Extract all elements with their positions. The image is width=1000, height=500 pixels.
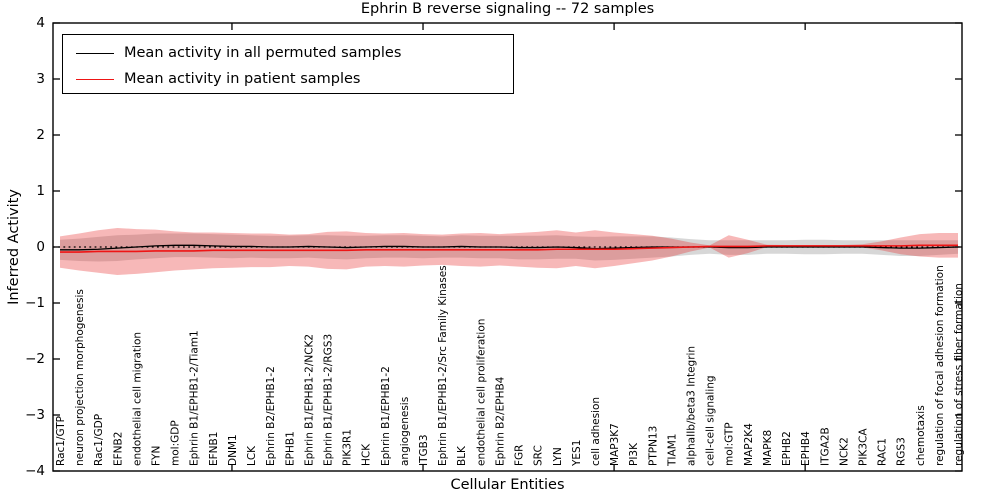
x-tick-label: MAP2K4: [743, 423, 755, 466]
y-tick-label: −2: [25, 351, 45, 367]
x-tick-label: regulation of stress fiber formation: [953, 283, 965, 466]
x-tick-label: EPHB2: [781, 431, 793, 466]
permuted-mean-line: [60, 244, 959, 251]
x-tick-label: Ephrin B1/EPHB1-2/Tiam1: [189, 330, 201, 466]
patient-mean-line: [60, 244, 958, 253]
x-tick-label: BLK: [456, 445, 468, 466]
x-tick-label: Ephrin B1/EPHB1-2/NCK2: [303, 334, 315, 466]
x-tick-label: HCK: [361, 443, 373, 466]
permuted-line-swatch: [76, 52, 114, 54]
x-tick-label: Rac1/GTP: [55, 416, 67, 466]
y-tick-label: 2: [36, 127, 45, 143]
x-tick-label: EFNB1: [208, 432, 220, 466]
patient-line-swatch: [76, 78, 114, 80]
x-tick-label: FYN: [151, 446, 163, 466]
x-tick-label: SRC: [533, 445, 545, 466]
x-tick-label: LYN: [552, 447, 564, 466]
x-tick-label: YES1: [571, 440, 583, 467]
x-tick-label: Ephrin B1/EPHB1-2/Src Family Kinases: [437, 265, 449, 466]
x-tick-label: mol:GTP: [724, 422, 736, 466]
x-tick-label: EPHB1: [284, 431, 296, 466]
x-tick-label: ITGA2B: [819, 427, 831, 466]
legend-label-patient: Mean activity in patient samples: [124, 71, 361, 87]
x-tick-label: DNM1: [227, 434, 239, 466]
y-tick-label: −3: [25, 407, 45, 423]
x-tick-label: RGS3: [896, 437, 908, 466]
x-tick-label: EPHB4: [800, 431, 812, 466]
x-tick-label: PTPN13: [647, 426, 659, 466]
x-tick-label: mol:GDP: [170, 420, 182, 466]
x-tick-label: Ephrin B1/EPHB1-2: [380, 366, 392, 466]
x-tick-label: Ephrin B2/EPHB1-2: [265, 366, 277, 466]
patient-std-band: [60, 227, 958, 275]
y-tick-label: 4: [36, 15, 45, 31]
x-tick-label: endothelial cell migration: [131, 332, 143, 466]
x-tick-label: alphaIIb/beta3 Integrin: [686, 346, 698, 466]
x-tick-label: MAPK8: [762, 430, 774, 466]
x-tick-label: PI3K: [628, 442, 640, 466]
y-tick-label: −1: [25, 295, 45, 311]
x-tick-label: EFNB2: [112, 432, 124, 466]
x-axis-title: Cellular Entities: [450, 477, 565, 493]
y-axis-title: Inferred Activity: [6, 189, 22, 305]
legend-box: Mean activity in all permuted samples Me…: [62, 34, 514, 94]
y-tick-label: 3: [36, 71, 45, 87]
x-tick-label: Ephrin B2/EPHB4: [494, 376, 506, 466]
legend-item-patient: Mean activity in patient samples: [63, 66, 513, 92]
x-tick-label: MAP3K7: [609, 423, 621, 466]
x-tick-label: cell-cell signaling: [705, 375, 717, 466]
x-tick-label: neuron projection morphogenesis: [74, 289, 86, 466]
x-tick-label: RAC1: [877, 438, 889, 466]
x-tick-label: regulation of focal adhesion formation: [934, 265, 946, 466]
x-tick-label: PIK3CA: [857, 428, 869, 466]
x-tick-label: ITGB3: [418, 434, 430, 466]
y-tick-label: 0: [36, 239, 45, 255]
x-tick-label: LCK: [246, 445, 258, 466]
legend-item-permuted: Mean activity in all permuted samples: [63, 40, 513, 66]
y-tick-label: 1: [36, 183, 45, 199]
x-tick-label: chemotaxis: [915, 405, 927, 466]
x-tick-label: endothelial cell proliferation: [475, 319, 487, 466]
x-tick-label: FGR: [514, 445, 526, 466]
chart-title: Ephrin B reverse signaling -- 72 samples: [360, 1, 655, 17]
x-tick-label: PIK3R1: [342, 429, 354, 466]
x-tick-label: TIAM1: [666, 434, 678, 467]
legend-label-permuted: Mean activity in all permuted samples: [124, 45, 402, 61]
x-tick-label: NCK2: [838, 437, 850, 466]
x-tick-label: cell adhesion: [590, 397, 602, 466]
x-tick-label: angiogenesis: [399, 397, 411, 466]
y-tick-label: −4: [25, 463, 45, 479]
x-tick-label: Ephrin B1/EPHB1-2/RGS3: [322, 334, 334, 466]
x-tick-label: Rac1/GDP: [93, 414, 105, 466]
